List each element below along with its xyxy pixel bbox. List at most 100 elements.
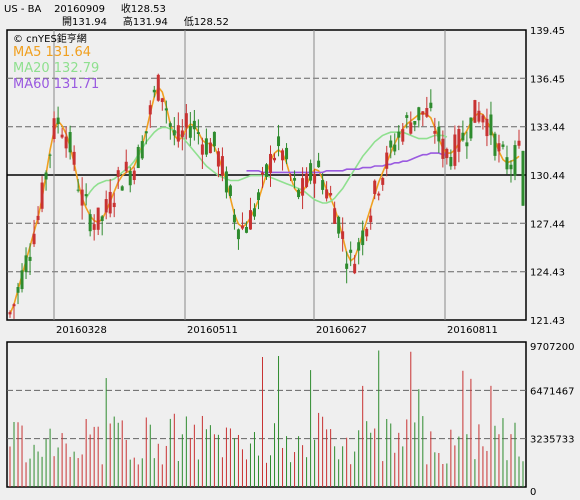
candle-body [281, 150, 285, 161]
candle-body [273, 157, 277, 161]
y-tick-label: 139.45 [530, 26, 565, 37]
candle-body [100, 216, 104, 221]
header-open: 開131.94 [62, 17, 107, 28]
candle-body [132, 170, 136, 181]
candle-body [204, 138, 208, 155]
header-bar: US - BA 20160909 收128.53 [4, 0, 166, 15]
candle-body [497, 143, 501, 152]
candle-body [240, 225, 244, 229]
candle-body [136, 146, 140, 169]
candle-body [441, 138, 445, 159]
candle-body [140, 141, 144, 159]
candle-body [393, 144, 397, 152]
candle-body [301, 178, 305, 196]
candle-body [457, 129, 461, 152]
candle-body [104, 199, 108, 213]
candle-body [373, 180, 377, 195]
candle-body [385, 152, 389, 169]
x-tick-label: 20160811 [447, 325, 498, 336]
candle-body [509, 164, 513, 170]
volume-tick-label: 3235733 [530, 435, 575, 446]
y-tick-label: 124.43 [530, 268, 565, 279]
candle-body [453, 134, 457, 166]
candle-body [269, 153, 273, 173]
legend: © cnYES鉅亨網 MA5 131.64 MA20 132.79 MA60 1… [13, 32, 99, 92]
candle-body [260, 172, 264, 175]
candle-body [433, 131, 437, 134]
x-tick-label: 20160328 [56, 325, 107, 336]
candle-body [20, 270, 24, 290]
candle-body [341, 231, 345, 239]
candle-body [265, 164, 269, 177]
candle-body [36, 215, 40, 221]
candle-body [60, 134, 64, 138]
candle-body [208, 142, 212, 154]
candle-body [321, 180, 325, 190]
candle-body [236, 229, 240, 240]
candle-body [32, 233, 36, 245]
candle-body [473, 100, 477, 123]
volume-tick-label: 0 [530, 487, 536, 498]
candle-body [425, 108, 429, 117]
candle-body [465, 142, 469, 147]
candle-body [192, 120, 196, 130]
y-tick-label: 133.44 [530, 123, 565, 134]
volume-panel: 9707200 6471467 3235733 0 [6, 341, 575, 498]
candle-body [44, 172, 48, 180]
candle-body [409, 122, 413, 134]
candle-body [377, 193, 381, 196]
legend-ma20: MA20 132.79 [13, 61, 99, 76]
candle-body [481, 115, 485, 123]
candle-body [120, 186, 124, 191]
candle-body [188, 126, 192, 138]
candle-body [353, 263, 357, 274]
candle-body [305, 173, 309, 187]
candle-body [200, 144, 204, 155]
candle-body [116, 170, 120, 177]
candle-body [485, 118, 489, 137]
y-tick-label: 136.45 [530, 74, 565, 85]
candle-body [164, 108, 168, 111]
candle-body [128, 171, 132, 186]
candle-body [144, 131, 148, 134]
candle-body [337, 216, 341, 234]
candle-body [437, 126, 441, 142]
candle-body [244, 226, 248, 233]
candle-body [293, 178, 297, 181]
candle-body [24, 255, 28, 272]
last-candle-body [521, 150, 525, 206]
candle-body [421, 111, 425, 115]
candle-body [160, 98, 164, 103]
candle-body [325, 189, 329, 199]
candle-body [505, 157, 509, 170]
candle-body [389, 140, 393, 148]
candle-body [172, 130, 176, 136]
candle-body [148, 105, 152, 115]
legend-ma60: MA60 131.71 [13, 77, 99, 92]
candle-body [156, 74, 160, 101]
candle-body [429, 102, 433, 109]
candle-body [112, 202, 116, 208]
candle-body [180, 130, 184, 138]
candle-body [252, 208, 256, 217]
volume-tick-label: 6471467 [530, 386, 575, 397]
legend-ma5: MA5 131.64 [13, 45, 91, 60]
candle-body [28, 256, 32, 261]
candle-body [256, 192, 260, 201]
candle-body [489, 114, 493, 136]
candle-body [445, 148, 449, 159]
y-tick-label: 130.44 [530, 171, 565, 182]
x-tick-label: 20160627 [316, 325, 367, 336]
candle-body [76, 189, 80, 191]
candle-body [92, 224, 96, 230]
candle-body [513, 145, 517, 176]
candle-body [501, 144, 505, 147]
candle-body [517, 140, 521, 146]
candle-body [405, 115, 409, 118]
ma5-line [9, 85, 520, 315]
candle-body [461, 132, 465, 141]
candle-body [16, 287, 20, 293]
candle-body [56, 117, 60, 125]
candle-body [96, 207, 100, 230]
